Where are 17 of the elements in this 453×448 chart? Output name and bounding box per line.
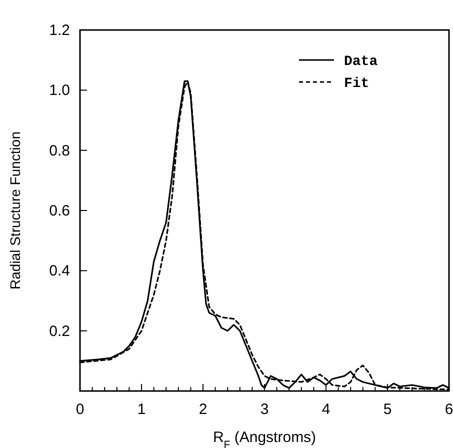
x-tick-label: 6 [444,401,453,418]
x-tick-label: 3 [260,401,269,418]
x-tick-label: 1 [137,401,146,418]
x-tick-label: 2 [198,401,208,418]
x-tick-label: 0 [76,401,84,418]
y-tick-label: 1.2 [49,22,70,39]
y-axis-title: Radial Structure Function [7,132,23,290]
y-tick-label: 1.0 [49,82,70,100]
x-tick-label: 5 [383,401,392,418]
y-tick-label: 0.4 [49,262,70,280]
y-tick-label: 0.6 [49,202,70,220]
legend-label: Fit [344,76,370,92]
legend-label: Data [344,54,378,70]
x-tick-label: 4 [322,401,330,418]
x-axis-title: R$_{F}$ (Angstroms) [212,429,316,448]
y-tick-label: 0.8 [49,142,70,160]
y-tick-label: 0.2 [49,322,70,340]
